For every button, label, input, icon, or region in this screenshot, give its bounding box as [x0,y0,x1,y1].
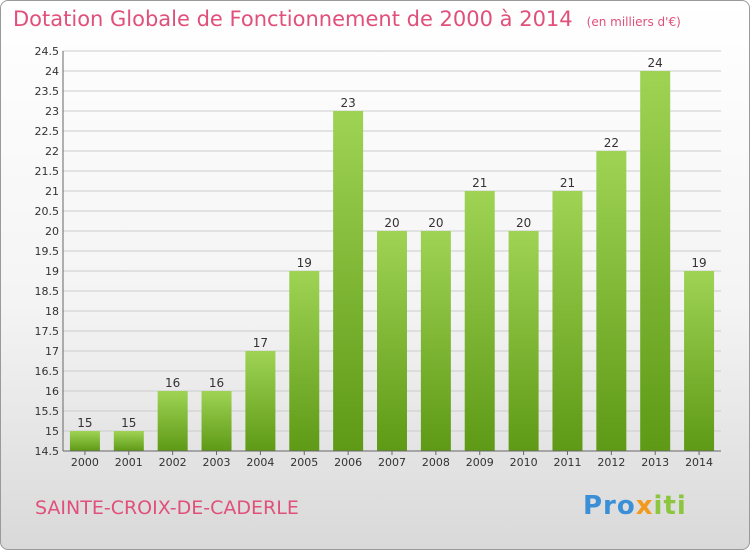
x-tick-label: 2014 [685,456,713,469]
y-tick-label: 18.5 [35,285,60,298]
data-label: 16 [209,376,224,390]
data-label: 21 [560,176,575,190]
x-tick-label: 2011 [553,456,581,469]
logo-part-3: iti [653,491,687,521]
x-tick-label: 2008 [422,456,450,469]
data-label: 23 [340,96,355,110]
bar-2013 [640,71,671,451]
y-tick-label: 17 [45,345,59,358]
y-tick-label: 23 [45,105,59,118]
unit-note: (en milliers d'€) [586,15,681,29]
data-label: 21 [472,176,487,190]
x-tick-label: 2001 [115,456,143,469]
y-tick-label: 24 [45,65,59,78]
data-label: 20 [428,216,443,230]
x-tick-label: 2003 [203,456,231,469]
commune-name: SAINTE-CROIX-DE-CADERLE [35,497,299,519]
y-tick-label: 21 [45,185,59,198]
y-tick-label: 22 [45,145,59,158]
y-tick-label: 20 [45,225,59,238]
proxiti-logo: Proxiti [583,491,687,521]
bar-2002 [157,391,188,451]
x-tick-label: 2009 [466,456,494,469]
x-tick-label: 2006 [334,456,362,469]
bar-2004 [245,351,276,451]
bars [69,71,715,451]
bar-2006 [333,111,364,451]
data-label: 19 [691,256,706,270]
x-tick-label: 2000 [71,456,99,469]
data-label: 20 [516,216,531,230]
bar-2001 [113,431,144,451]
data-label: 19 [297,256,312,270]
y-tick-label: 22.5 [35,125,60,138]
logo-part-1: Pro [583,491,636,521]
bar-2005 [289,271,320,451]
x-axis-ticks: 2000 2001 2002 2003 2004 2005 2006 2007 2008 2009… [71,451,713,469]
y-tick-label: 15 [45,425,59,438]
y-tick-label: 19.5 [35,245,60,258]
data-label: 15 [77,416,92,430]
data-label: 17 [253,336,268,350]
x-tick-label: 2007 [378,456,406,469]
y-tick-label: 16 [45,385,59,398]
y-tick-label: 17.5 [35,325,60,338]
bar-2009 [464,191,495,451]
bar-2007 [377,231,407,451]
y-tick-label: 18 [45,305,59,318]
x-tick-label: 2013 [641,456,669,469]
bar-2010 [508,231,539,451]
x-tick-label: 2010 [510,456,538,469]
y-tick-label: 16.5 [35,365,60,378]
y-axis-ticks: 14.5 15 15.5 16 16.5 17 17.5 18 18.5 19 19.5 20 20.5… [35,45,60,458]
y-tick-label: 15.5 [35,405,60,418]
bar-2003 [201,391,232,451]
bar-2012 [596,151,627,451]
y-tick-label: 23.5 [35,85,60,98]
x-tick-label: 2002 [159,456,187,469]
data-label: 15 [121,416,136,430]
logo-part-2: x [635,491,654,521]
data-label: 16 [165,376,180,390]
chart-title: Dotation Globale de Fonctionnement de 20… [13,7,681,31]
y-tick-label: 20.5 [35,205,60,218]
y-tick-label: 21.5 [35,165,60,178]
x-tick-label: 2012 [597,456,625,469]
x-tick-label: 2005 [290,456,318,469]
bar-2000 [69,431,100,451]
bar-2008 [420,231,451,451]
data-label: 20 [384,216,399,230]
data-label: 24 [648,56,663,70]
x-tick-label: 2004 [246,456,274,469]
data-label: 22 [604,136,619,150]
y-tick-label: 19 [45,265,59,278]
bar-2011 [552,191,583,451]
bar-2014 [684,271,715,451]
y-tick-label: 24.5 [35,45,60,58]
y-tick-label: 14.5 [35,445,60,458]
title-text: Dotation Globale de Fonctionnement de 20… [13,7,573,31]
data-labels: 15 15 16 16 17 19 23 20 20 21 20 21 22 24 19 [77,56,706,430]
